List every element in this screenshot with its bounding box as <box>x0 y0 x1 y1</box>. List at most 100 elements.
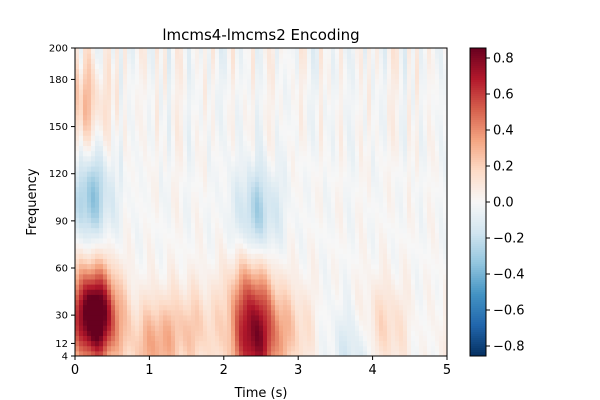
heatmap-cell <box>151 104 156 111</box>
heatmap-cell <box>99 222 104 229</box>
heatmap-cell <box>295 48 300 54</box>
heatmap-cell <box>379 196 384 203</box>
heatmap-cell <box>259 140 264 147</box>
heatmap-cell <box>363 309 368 316</box>
heatmap-cell <box>335 109 340 116</box>
heatmap-cell <box>171 125 176 131</box>
heatmap-cell <box>155 340 160 347</box>
heatmap-cell <box>239 268 244 275</box>
heatmap-cell <box>291 53 296 59</box>
heatmap-cell <box>111 53 116 59</box>
heatmap-cell <box>355 350 360 357</box>
heatmap-cell <box>403 320 408 326</box>
heatmap-cell <box>107 135 112 141</box>
heatmap-cell <box>111 140 116 147</box>
heatmap-cell <box>115 284 120 290</box>
heatmap-cell <box>171 253 176 259</box>
heatmap-cell <box>139 212 144 218</box>
heatmap-cell <box>155 273 160 280</box>
heatmap-cell <box>387 114 392 121</box>
heatmap-cell <box>319 289 324 295</box>
heatmap-cell <box>287 325 292 331</box>
heatmap-cell <box>167 63 172 70</box>
heatmap-cell <box>287 78 292 85</box>
heatmap-cell <box>307 166 312 172</box>
heatmap-cell <box>395 258 400 265</box>
heatmap-cell <box>175 125 180 131</box>
heatmap-cell <box>223 330 228 336</box>
heatmap-cell <box>247 202 252 208</box>
heatmap-cell <box>239 345 244 352</box>
heatmap-cell <box>79 253 84 259</box>
heatmap-cell <box>291 160 296 167</box>
heatmap-cell <box>215 222 220 229</box>
heatmap-cell <box>391 135 396 141</box>
heatmap-cell <box>147 320 152 326</box>
heatmap-cell <box>191 263 196 270</box>
heatmap-cell <box>179 284 184 290</box>
heatmap-cell <box>87 73 92 80</box>
heatmap-cell <box>287 273 292 280</box>
heatmap-cell <box>155 63 160 70</box>
heatmap-cell <box>359 248 364 254</box>
heatmap-cell <box>223 58 228 64</box>
heatmap-cell <box>351 145 356 152</box>
heatmap-cell <box>311 196 316 203</box>
heatmap-cell <box>271 155 276 162</box>
heatmap-cell <box>179 350 184 357</box>
heatmap-cell <box>235 58 240 64</box>
heatmap-cell <box>299 314 304 321</box>
heatmap-cell <box>107 299 112 306</box>
heatmap-cell <box>107 150 112 157</box>
heatmap-cell <box>347 268 352 275</box>
heatmap-cell <box>135 53 140 59</box>
heatmap-cell <box>291 340 296 347</box>
heatmap-cell <box>223 191 228 198</box>
heatmap-cell <box>247 130 252 136</box>
heatmap-cell <box>299 294 304 301</box>
heatmap-cell <box>235 222 240 229</box>
heatmap-cell <box>183 89 188 95</box>
heatmap-cell <box>75 232 80 239</box>
heatmap-cell <box>291 268 296 275</box>
heatmap-cell <box>283 150 288 157</box>
heatmap-cell <box>399 186 404 193</box>
heatmap-cell <box>223 248 228 254</box>
heatmap-cell <box>307 89 312 95</box>
heatmap-cell <box>131 130 136 136</box>
heatmap-cell <box>163 222 168 229</box>
heatmap-cell <box>179 263 184 270</box>
heatmap-cell <box>211 73 216 80</box>
heatmap-cell <box>243 119 248 126</box>
heatmap-cell <box>287 109 292 116</box>
heatmap-cell <box>339 294 344 301</box>
heatmap-cell <box>247 53 252 59</box>
heatmap-cell <box>259 237 264 244</box>
heatmap-cell <box>103 325 108 331</box>
heatmap-cell <box>299 340 304 347</box>
heatmap-cell <box>371 63 376 70</box>
heatmap-cell <box>139 150 144 157</box>
heatmap-cell <box>379 212 384 218</box>
heatmap-cell <box>155 202 160 208</box>
heatmap-cell <box>355 248 360 254</box>
heatmap-cell <box>195 114 200 121</box>
heatmap-cell <box>375 279 380 285</box>
heatmap-cell <box>375 345 380 352</box>
heatmap-cell <box>147 135 152 141</box>
heatmap-cell <box>159 299 164 306</box>
heatmap-cell <box>175 335 180 342</box>
heatmap-cell <box>135 325 140 331</box>
heatmap-cell <box>299 212 304 218</box>
heatmap-cell <box>95 181 100 188</box>
heatmap-cell <box>355 99 360 105</box>
heatmap-cell <box>279 335 284 342</box>
heatmap-cell <box>247 314 252 321</box>
heatmap-cell <box>95 268 100 275</box>
heatmap-cell <box>79 268 84 275</box>
heatmap-cell <box>339 253 344 259</box>
heatmap-cell <box>127 299 132 306</box>
heatmap-cell <box>159 171 164 177</box>
heatmap-cell <box>199 202 204 208</box>
heatmap-cell <box>303 171 308 177</box>
